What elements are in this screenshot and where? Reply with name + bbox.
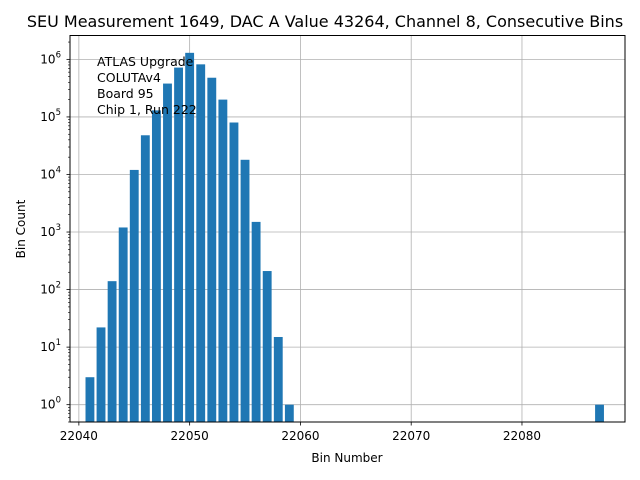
bar [185,52,195,423]
x-tick-label: 22050 [171,429,209,443]
annotation-line: Chip 1, Run 222 [97,102,197,117]
bar [218,99,228,422]
y-axis-label: Bin Count [14,199,28,258]
bars [85,52,604,423]
bar [207,77,217,422]
bar [129,169,139,422]
x-tick-label: 22070 [392,429,430,443]
bar [251,221,261,422]
annotation-line: COLUTAv4 [97,70,161,85]
annotation-line: Board 95 [97,86,154,101]
y-ticks: 100 101 102 103 104 105 106 [40,41,70,423]
bar [118,227,128,422]
bar [240,159,250,422]
x-ticks: 22040 22050 22060 22070 22080 [60,422,541,443]
bar [229,122,239,422]
bar [174,67,183,422]
y-tick-label: 100 [40,396,61,412]
x-tick-label: 22040 [60,429,98,443]
y-tick-label: 106 [40,50,61,66]
y-tick-label: 102 [40,281,61,297]
bar [140,135,150,423]
x-tick-label: 22080 [503,429,541,443]
x-tick-label: 22060 [281,429,319,443]
y-tick-label: 105 [40,108,61,124]
y-tick-label: 103 [40,223,61,239]
bar [85,377,95,422]
plot-frame [69,35,626,423]
bar [273,336,283,422]
annotation-line: ATLAS Upgrade [97,54,194,69]
y-tick-label: 104 [40,165,61,181]
bar [151,110,161,423]
bar [163,83,172,422]
bar [262,271,272,422]
bar [284,404,294,422]
y-tick-label: 101 [40,338,61,354]
x-axis-label: Bin Number [311,451,382,465]
grid-lines [70,35,625,422]
bar [595,404,604,422]
bar [96,327,106,422]
bar [196,64,206,422]
bar [107,281,117,422]
chart-title: SEU Measurement 1649, DAC A Value 43264,… [27,12,623,31]
